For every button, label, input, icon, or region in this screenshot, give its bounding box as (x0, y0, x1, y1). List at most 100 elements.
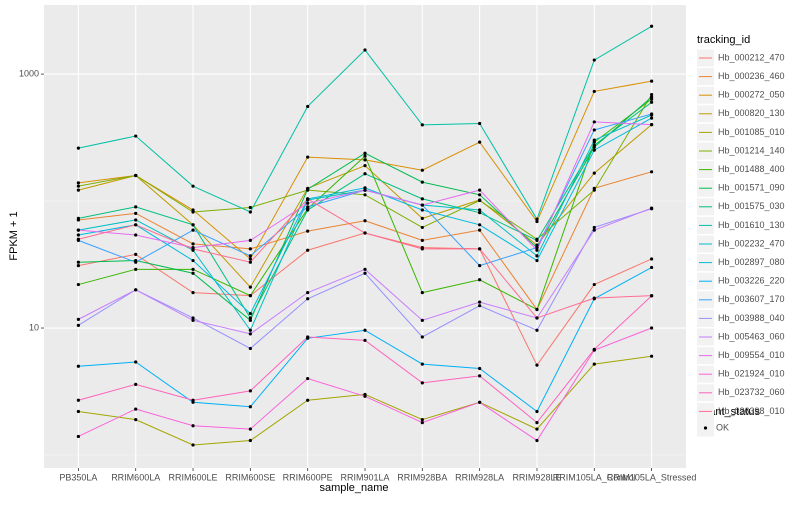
data-point (363, 188, 367, 192)
data-point (535, 248, 539, 252)
data-point (191, 247, 195, 251)
legend-label: OK (716, 422, 729, 432)
data-point (248, 318, 252, 322)
data-point (191, 443, 195, 447)
data-point (420, 318, 424, 322)
data-point (134, 173, 138, 178)
data-point (650, 123, 654, 127)
data-point (306, 208, 310, 212)
data-point (134, 205, 138, 209)
data-point (191, 316, 195, 320)
data-point (420, 203, 424, 207)
data-point (420, 180, 424, 184)
data-point (650, 326, 654, 330)
data-point (191, 223, 195, 227)
legend-label: Hb_000272_050 (718, 90, 785, 100)
data-point (363, 338, 367, 342)
legend-label: Hb_021924_010 (718, 369, 785, 379)
data-point (420, 418, 424, 422)
data-point (592, 188, 596, 192)
data-point (191, 318, 195, 322)
data-point (76, 228, 80, 232)
data-point (592, 120, 596, 124)
data-point (478, 223, 482, 227)
legend-label: Hb_023732_060 (718, 387, 785, 397)
data-point (420, 247, 424, 251)
data-point (592, 362, 596, 366)
data-point (650, 79, 654, 83)
data-point (420, 208, 424, 212)
x-tick-label: RRIM928LE (512, 472, 561, 482)
x-tick-label: PB350LA (59, 472, 97, 482)
data-point (535, 258, 539, 263)
data-point (134, 382, 138, 386)
data-point (478, 278, 482, 282)
data-point (592, 148, 596, 152)
data-point (248, 427, 252, 431)
y-axis-title: FPKM + 1 (8, 211, 20, 260)
y-tick-label: 1000 (19, 68, 39, 78)
data-point (592, 347, 596, 351)
data-point (363, 271, 367, 275)
legend-label: Hb_001575_030 (718, 201, 785, 211)
legend-label: Hb_000236_460 (718, 71, 785, 81)
data-point (191, 228, 195, 232)
x-tick-label: RRIM600LE (169, 472, 218, 482)
data-point (76, 323, 80, 327)
data-point (306, 201, 310, 205)
legend-label: Hb_000820_130 (718, 108, 785, 118)
data-point (134, 267, 138, 271)
data-point (478, 304, 482, 308)
data-point (535, 420, 539, 425)
legend-label: Hb_003988_040 (718, 313, 785, 323)
data-point (650, 170, 654, 174)
data-point (248, 254, 252, 258)
x-axis-title: sample_name (319, 482, 388, 494)
data-point (478, 121, 482, 126)
data-point (592, 143, 596, 147)
legend-label: Hb_001085_010 (718, 127, 785, 137)
data-point (420, 238, 424, 242)
data-point (650, 95, 654, 99)
data-point (363, 231, 367, 235)
data-point (592, 58, 596, 62)
data-point (535, 328, 539, 332)
data-point (76, 260, 80, 264)
data-point (191, 424, 195, 428)
data-point (535, 363, 539, 367)
data-point (306, 104, 310, 109)
data-point (134, 233, 138, 237)
x-tick-label: RRIM600SE (225, 472, 275, 482)
data-point (248, 257, 252, 261)
data-point (420, 197, 424, 201)
data-point (478, 211, 482, 215)
data-point (478, 264, 482, 268)
data-point (248, 316, 252, 320)
data-point (535, 217, 539, 221)
data-point (535, 238, 539, 242)
data-point (363, 193, 367, 197)
data-point (191, 291, 195, 295)
data-point (478, 228, 482, 232)
data-point (306, 291, 310, 295)
data-point (76, 237, 80, 241)
data-point (420, 225, 424, 230)
data-point (478, 140, 482, 144)
data-point (535, 438, 539, 443)
data-point (134, 260, 138, 264)
data-point (306, 229, 310, 233)
data-point (134, 288, 138, 292)
data-point (134, 134, 138, 138)
data-point (306, 248, 310, 252)
data-point (76, 317, 80, 321)
data-point (76, 146, 80, 150)
data-point (134, 360, 138, 364)
legend-label: Hb_001488_400 (718, 164, 785, 174)
data-point (248, 438, 252, 443)
data-point (191, 258, 195, 263)
data-point (478, 400, 482, 404)
legend-label: Hb_005463_060 (718, 331, 785, 341)
data-point (306, 335, 310, 339)
data-point (535, 219, 539, 224)
data-point (363, 219, 367, 223)
